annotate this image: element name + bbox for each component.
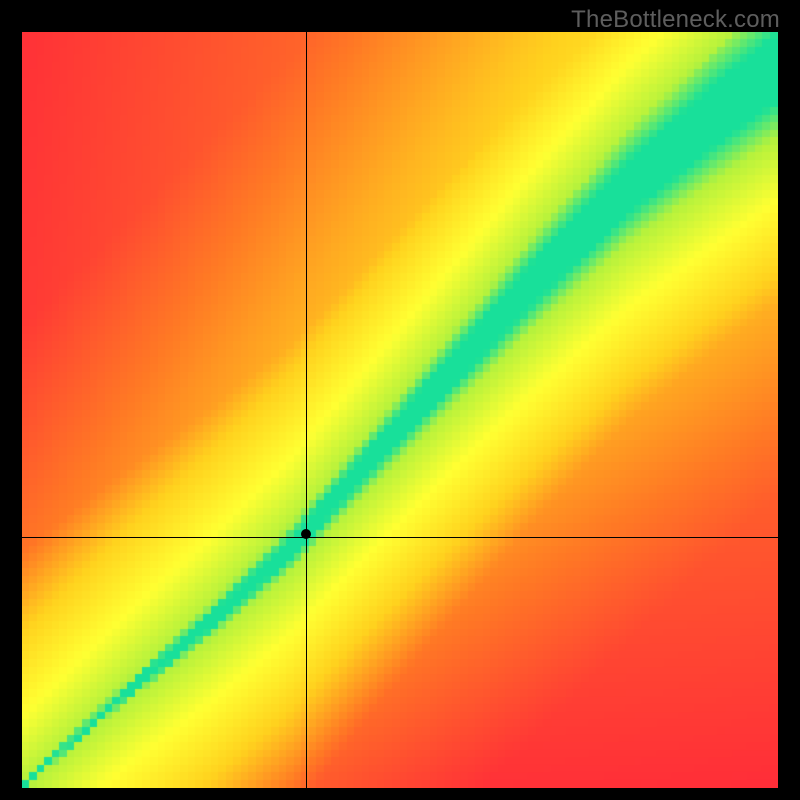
crosshair-vertical: [306, 32, 307, 788]
heatmap-plot: [22, 32, 778, 788]
heatmap-canvas: [22, 32, 778, 788]
crosshair-horizontal: [22, 537, 778, 538]
marker-dot: [301, 529, 311, 539]
watermark-text: TheBottleneck.com: [571, 6, 780, 34]
chart-container: TheBottleneck.com: [0, 0, 800, 800]
